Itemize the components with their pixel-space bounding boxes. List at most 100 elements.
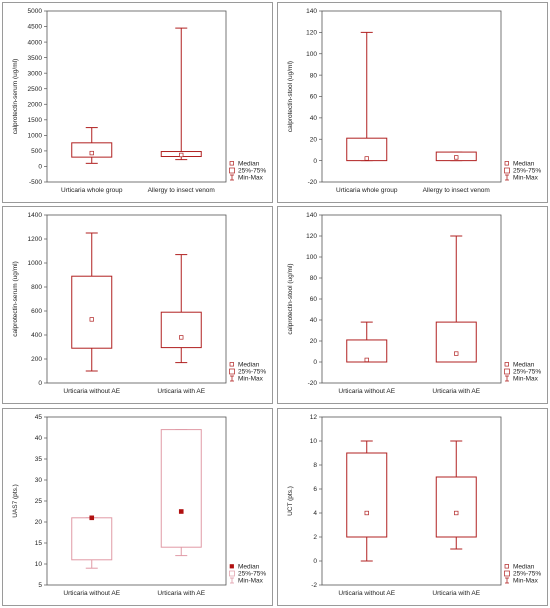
y-tick-label: 40 <box>310 317 318 324</box>
box-group-1 <box>71 127 113 164</box>
chart-panel-3: 0 200 400 600 800 1000 1200 1400 calprotectin-se… <box>2 206 273 404</box>
y-tick-label: 600 <box>31 308 42 315</box>
y-tick-label: 80 <box>310 72 318 79</box>
y-tick-label: -500 <box>29 179 42 186</box>
y-tick-label: 20 <box>310 338 318 345</box>
y-tick-label: 1500 <box>28 117 43 124</box>
y-tick-label: 1000 <box>28 260 43 267</box>
median-marker <box>179 335 184 340</box>
median-marker <box>364 357 369 363</box>
legend-label-minmax: Min-Max <box>513 376 539 383</box>
y-tick-label: 20 <box>310 136 318 143</box>
legend-label-minmax: Min-Max <box>513 578 539 585</box>
y-tick-label: 35 <box>35 456 43 463</box>
iqr-box <box>160 311 202 349</box>
y-tick-label: 200 <box>31 356 42 363</box>
y-tick-label: 1400 <box>28 212 43 219</box>
chart-panel-5: 5 10 15 20 25 30 35 40 45 UAS7 (pts.) Urticaria wi… <box>2 408 273 606</box>
y-tick-label: 0 <box>38 164 42 171</box>
box-group-1 <box>71 515 113 569</box>
y-tick-label: 12 <box>310 414 318 421</box>
box-group-2 <box>435 151 477 162</box>
y-tick-label: -20 <box>308 179 318 186</box>
y-tick-label: -2 <box>311 582 317 589</box>
x-category-label: Urticaria with AE <box>157 388 205 395</box>
legend-label-iqr: 25%-75% <box>238 369 266 376</box>
x-category-label: Urticaria without AE <box>338 388 395 395</box>
y-tick-label: 500 <box>31 148 42 155</box>
y-tick-label: 0 <box>313 158 317 165</box>
y-tick-label: 2 <box>313 534 317 541</box>
x-category-label: Allergy to insect venom <box>148 187 215 194</box>
x-category-label: Urticaria without AE <box>338 590 395 597</box>
y-tick-label: 8 <box>313 462 317 469</box>
legend-label-iqr: 25%-75% <box>513 571 541 578</box>
legend-label-median: Median <box>238 161 260 168</box>
legend-box-swatch <box>229 368 235 375</box>
iqr-box <box>346 452 388 538</box>
legend-label-median: Median <box>513 362 535 369</box>
median-marker <box>89 317 94 322</box>
y-axis-label: UAS7 (pts.) <box>12 484 19 518</box>
x-category-label: Urticaria without AE <box>63 388 120 395</box>
y-tick-label: 45 <box>35 414 43 421</box>
y-tick-label: 100 <box>306 254 317 261</box>
y-tick-label: 5000 <box>28 8 43 15</box>
y-axis-label: calprotectin-stool (ug/ml) <box>287 61 294 132</box>
box-group-1 <box>346 440 388 562</box>
plot-frame <box>321 416 502 586</box>
legend-label-median: Median <box>238 362 260 369</box>
box-group-1 <box>71 232 113 372</box>
y-tick-label: 3000 <box>28 70 43 77</box>
y-tick-label: 140 <box>306 212 317 219</box>
legend-label-minmax: Min-Max <box>238 175 264 182</box>
legend-label-iqr: 25%-75% <box>513 168 541 175</box>
iqr-box <box>160 429 202 548</box>
chart-svg-3: 0 200 400 600 800 1000 1200 1400 calprotectin-se… <box>12 212 266 395</box>
box-group-2 <box>435 235 477 363</box>
iqr-box <box>435 476 477 538</box>
legend-median-swatch <box>229 362 234 367</box>
median-marker <box>364 156 369 161</box>
iqr-box <box>71 517 113 561</box>
chart-svg-4: -20 0 20 40 60 80 100 120 140 calprotectin-stool … <box>287 212 541 395</box>
legend-label-iqr: 25%-75% <box>513 369 541 376</box>
iqr-box <box>435 321 477 363</box>
box-group-2 <box>435 440 477 550</box>
y-tick-label: 60 <box>310 296 318 303</box>
y-axis-label: UCT (pts.) <box>287 486 294 516</box>
median-marker <box>178 509 184 514</box>
legend-label-minmax: Min-Max <box>238 376 264 383</box>
legend-median-swatch <box>504 564 509 569</box>
median-marker <box>364 510 369 516</box>
median-marker <box>454 510 459 516</box>
y-tick-label: 4500 <box>28 24 43 31</box>
y-tick-label: 120 <box>306 233 317 240</box>
y-tick-label: 80 <box>310 275 318 282</box>
legend-box-swatch <box>504 368 510 375</box>
legend-label-iqr: 25%-75% <box>238 571 266 578</box>
legend-label-minmax: Min-Max <box>513 175 539 182</box>
chart-panel-1: -500 0 500 1000 1500 2000 2500 3000 3500 4000 4500… <box>2 2 273 203</box>
y-tick-label: 800 <box>31 284 42 291</box>
y-tick-label: 0 <box>313 558 317 565</box>
x-category-label: Urticaria without AE <box>63 590 120 597</box>
y-tick-label: 25 <box>35 498 43 505</box>
legend-median-swatch <box>504 362 509 367</box>
box-group-2 <box>160 27 202 161</box>
y-tick-label: 2500 <box>28 86 43 93</box>
x-category-label: Urticaria with AE <box>432 590 480 597</box>
box-group-2 <box>160 254 202 364</box>
y-tick-label: 4 <box>313 510 317 517</box>
y-tick-label: 120 <box>306 30 317 37</box>
legend-label-minmax: Min-Max <box>238 578 264 585</box>
legend-box-swatch <box>229 167 235 174</box>
y-tick-label: 0 <box>313 359 317 366</box>
legend-median-swatch <box>504 161 509 166</box>
x-category-label: Urticaria whole group <box>61 187 123 194</box>
y-tick-label: -20 <box>308 380 318 387</box>
